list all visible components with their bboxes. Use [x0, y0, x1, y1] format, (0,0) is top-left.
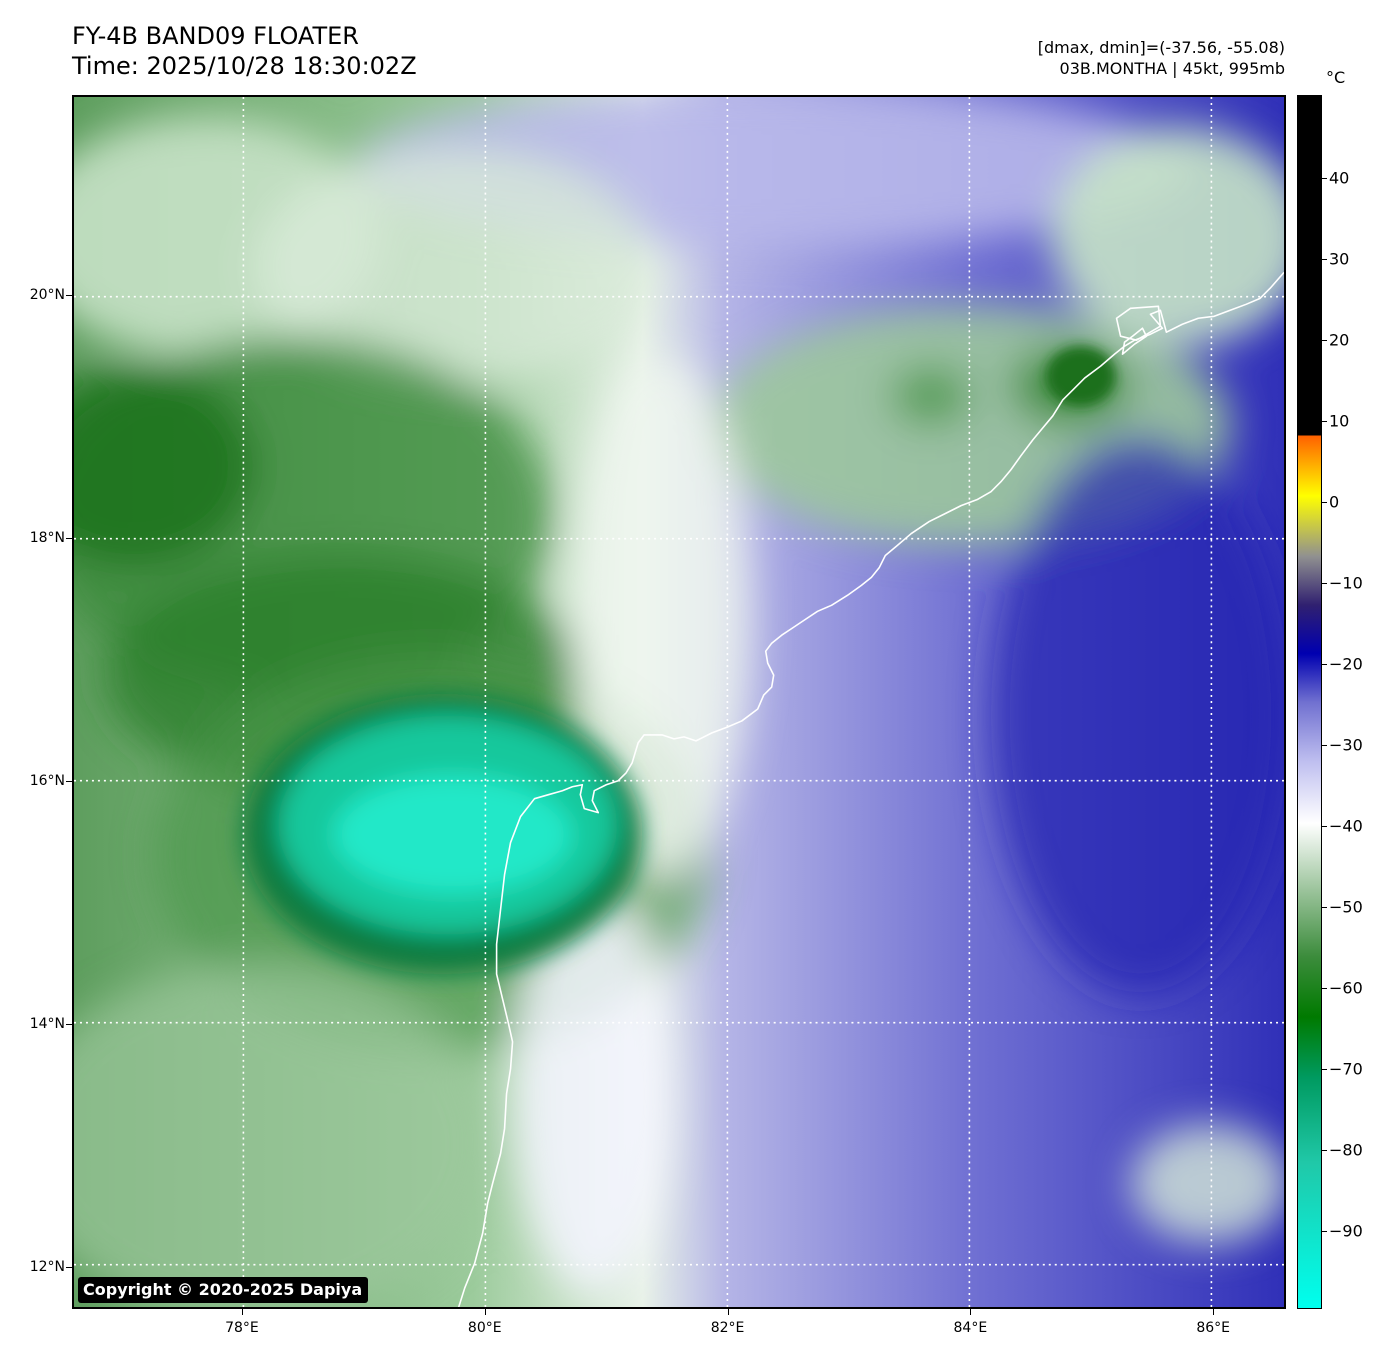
map-time: Time: 2025/10/28 18:30:02Z: [72, 52, 417, 80]
data-range-text: [dmax, dmin]=(-37.56, -55.08): [1037, 38, 1285, 57]
longitude-tick: [1213, 1309, 1215, 1315]
longitude-label: 82°E: [710, 1320, 745, 1336]
colorbar-tick-label: 0: [1329, 492, 1340, 512]
latitude-tick: [66, 538, 72, 540]
longitude-tick: [727, 1309, 729, 1315]
colorbar-tick-label: 10: [1329, 411, 1350, 431]
colorbar-tick: [1322, 1150, 1327, 1151]
colorbar-tick: [1322, 1231, 1327, 1232]
convective-core: [243, 695, 643, 975]
satellite-map[interactable]: Copyright © 2020-2025 Dapiya: [72, 95, 1286, 1309]
latitude-label: 14°N: [29, 1015, 65, 1032]
colorbar-tick-label: 20: [1329, 330, 1350, 350]
colorbar-tick-label: −40: [1329, 816, 1363, 836]
colorbar-tick: [1322, 664, 1327, 665]
storm-info-text: 03B.MONTHA | 45kt, 995mb: [1059, 59, 1285, 78]
longitude-label: 78°E: [225, 1320, 259, 1336]
colorbar-tick-label: −90: [1329, 1221, 1363, 1241]
colorbar-tick-label: −20: [1329, 654, 1363, 674]
longitude-label: 84°E: [953, 1320, 988, 1336]
colorbar-tick: [1322, 421, 1327, 422]
longitude-tick: [484, 1309, 486, 1315]
colorbar-tick: [1322, 340, 1327, 341]
latitude-label: 12°N: [29, 1258, 65, 1275]
longitude-label: 80°E: [467, 1320, 502, 1336]
colorbar-tick: [1322, 988, 1327, 989]
satellite-imagery: [74, 97, 1284, 1307]
colorbar-unit: °C: [1326, 68, 1346, 87]
colorbar-tick: [1322, 1069, 1327, 1070]
colorbar-tick: [1322, 259, 1327, 260]
colorbar-tick-label: 30: [1329, 249, 1350, 269]
colorbar-tick: [1322, 178, 1327, 179]
colorbar-tick: [1322, 502, 1327, 503]
colorbar-tick-label: −10: [1329, 573, 1363, 593]
latitude-tick: [66, 295, 72, 297]
latitude-label: 18°N: [29, 530, 65, 547]
coastline: [457, 271, 1284, 1307]
longitude-tick: [241, 1309, 243, 1315]
colorbar-tick-label: −70: [1329, 1059, 1363, 1079]
latitude-label: 20°N: [29, 287, 65, 304]
graticule: [74, 97, 1284, 1307]
colorbar-tick-label: −50: [1329, 897, 1363, 917]
colorbar-tick-label: −60: [1329, 978, 1363, 998]
map-title: FY-4B BAND09 FLOATER: [72, 22, 359, 50]
temperature-colorbar: [1297, 95, 1322, 1309]
latitude-label: 16°N: [29, 772, 65, 789]
latitude-tick: [66, 780, 72, 782]
colorbar-tick-label: 40: [1329, 168, 1350, 188]
colorbar-tick-label: −30: [1329, 735, 1363, 755]
colorbar-tick: [1322, 745, 1327, 746]
longitude-tick: [970, 1309, 972, 1315]
copyright-badge: Copyright © 2020-2025 Dapiya: [78, 1277, 369, 1303]
longitude-label: 86°E: [1196, 1320, 1230, 1336]
colorbar-tick: [1322, 907, 1327, 908]
latitude-tick: [66, 1266, 72, 1268]
latitude-tick: [66, 1023, 72, 1025]
colorbar-tick: [1322, 826, 1327, 827]
colorbar-tick-label: −80: [1329, 1140, 1363, 1160]
colorbar-tick: [1322, 583, 1327, 584]
